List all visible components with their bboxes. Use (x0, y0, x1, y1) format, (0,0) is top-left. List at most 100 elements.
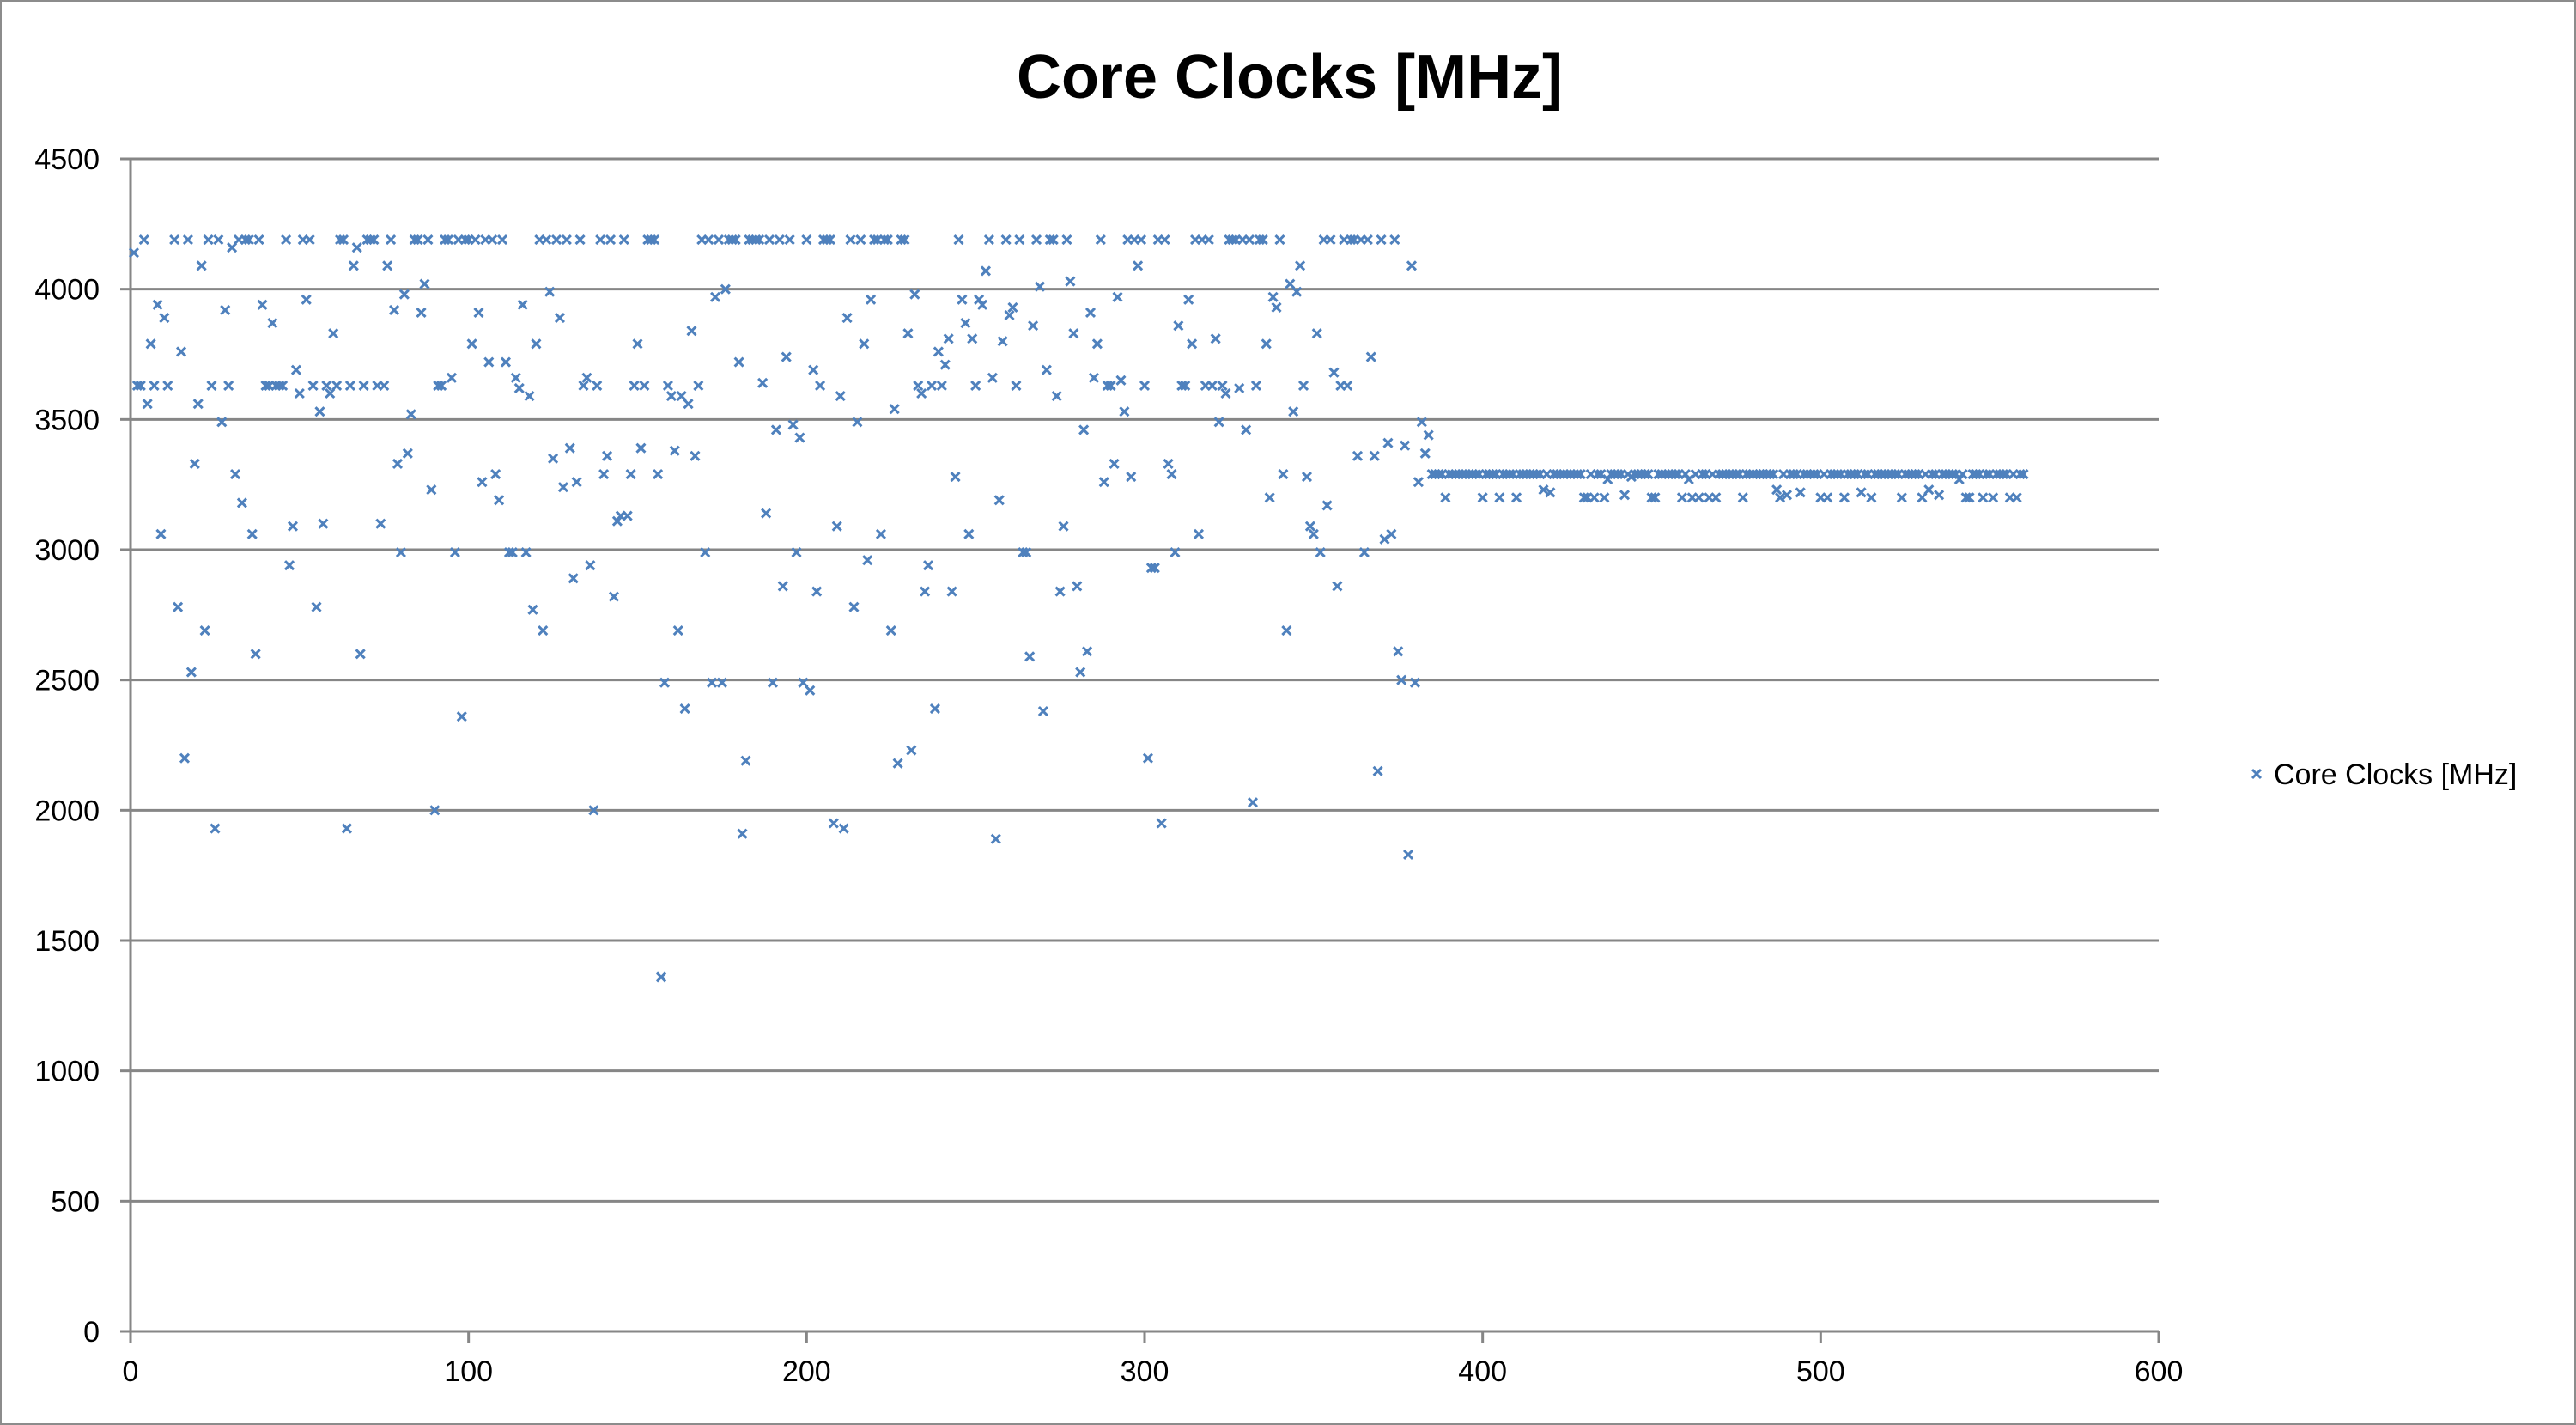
data-point (1054, 586, 1066, 597)
data-point (1917, 492, 1928, 503)
data-point (267, 318, 278, 329)
data-point (1301, 472, 1313, 483)
data-points (128, 234, 2029, 983)
data-point (1257, 234, 1268, 246)
data-point (629, 380, 640, 391)
data-point (429, 805, 440, 816)
data-point (1234, 382, 1245, 393)
data-point (1856, 487, 1867, 498)
data-point (1247, 797, 1259, 808)
data-point (159, 312, 170, 324)
data-point (1571, 468, 1583, 480)
data-point (1288, 406, 1299, 417)
data-point (524, 390, 535, 402)
data-point (1649, 492, 1661, 503)
data-point (950, 472, 961, 483)
data-point (1510, 492, 1522, 503)
chart-title: Core Clocks [MHz] (1017, 43, 1563, 112)
data-point (767, 677, 779, 688)
data-point (1487, 468, 1498, 480)
data-point (611, 515, 623, 527)
y-tick-label: 3000 (34, 534, 100, 567)
data-point (1325, 234, 1336, 246)
data-point (1095, 234, 1106, 246)
data-point (635, 442, 647, 454)
data-point (916, 387, 927, 399)
data-point (960, 318, 971, 329)
data-point (1180, 380, 1191, 391)
data-point (841, 312, 853, 324)
data-point (314, 406, 325, 417)
data-point (794, 432, 805, 443)
data-point (750, 234, 762, 246)
data-point (155, 528, 167, 539)
data-point (1386, 528, 1397, 539)
data-point (679, 703, 690, 715)
data-point (1014, 234, 1025, 246)
data-point (1470, 468, 1481, 480)
data-point (341, 823, 353, 834)
data-point (1680, 468, 1691, 480)
data-point (1254, 234, 1265, 246)
data-point (196, 260, 207, 271)
data-point (1044, 234, 1055, 246)
data-point (1589, 492, 1600, 503)
data-point (561, 234, 572, 246)
data-point (974, 294, 985, 305)
data-point (649, 234, 660, 246)
data-point (693, 380, 704, 391)
data-point (304, 234, 315, 246)
data-point (588, 805, 599, 816)
data-point (1768, 468, 1779, 480)
data-point (926, 380, 938, 391)
data-point (311, 601, 322, 612)
data-point (618, 234, 629, 246)
data-point (1788, 468, 1799, 480)
data-point (240, 234, 251, 246)
data-point (1291, 286, 1303, 297)
data-point (2018, 468, 2029, 480)
data-point (520, 546, 532, 558)
data-point (1264, 492, 1275, 503)
data-point (1971, 468, 1982, 480)
data-point (1311, 328, 1322, 339)
data-point (1396, 674, 1407, 685)
data-point (574, 234, 586, 246)
data-point (1538, 484, 1549, 496)
data-point (963, 528, 975, 539)
data-point (548, 453, 559, 464)
data-point (1619, 490, 1631, 501)
data-point (740, 755, 751, 766)
data-point (1278, 468, 1289, 480)
data-point (1358, 546, 1370, 558)
data-point (138, 234, 149, 246)
data-point (700, 546, 711, 558)
data-point (922, 560, 934, 571)
data-point (199, 624, 210, 636)
data-point (1018, 546, 1029, 558)
data-point (690, 450, 701, 461)
data-point (405, 409, 416, 420)
data-point (466, 338, 477, 350)
data-point (1981, 468, 1992, 480)
data-point (1332, 581, 1343, 592)
data-point (1166, 468, 1177, 480)
y-tick-label: 1500 (34, 925, 100, 958)
data-point (1866, 492, 1877, 503)
data-point (707, 677, 718, 688)
data-point (1957, 468, 1968, 480)
data-point (946, 586, 957, 597)
data-point (1068, 328, 1079, 339)
data-point (1669, 468, 1681, 480)
data-point (1105, 380, 1116, 391)
data-point (1109, 458, 1120, 469)
data-point (440, 234, 451, 246)
data-point (1091, 338, 1103, 350)
data-point (337, 234, 349, 246)
data-point (1400, 440, 1411, 451)
data-point (655, 971, 667, 983)
data-point (473, 307, 484, 319)
y-tick-label: 2000 (34, 795, 100, 827)
axes (129, 159, 2159, 1333)
data-point (595, 234, 606, 246)
